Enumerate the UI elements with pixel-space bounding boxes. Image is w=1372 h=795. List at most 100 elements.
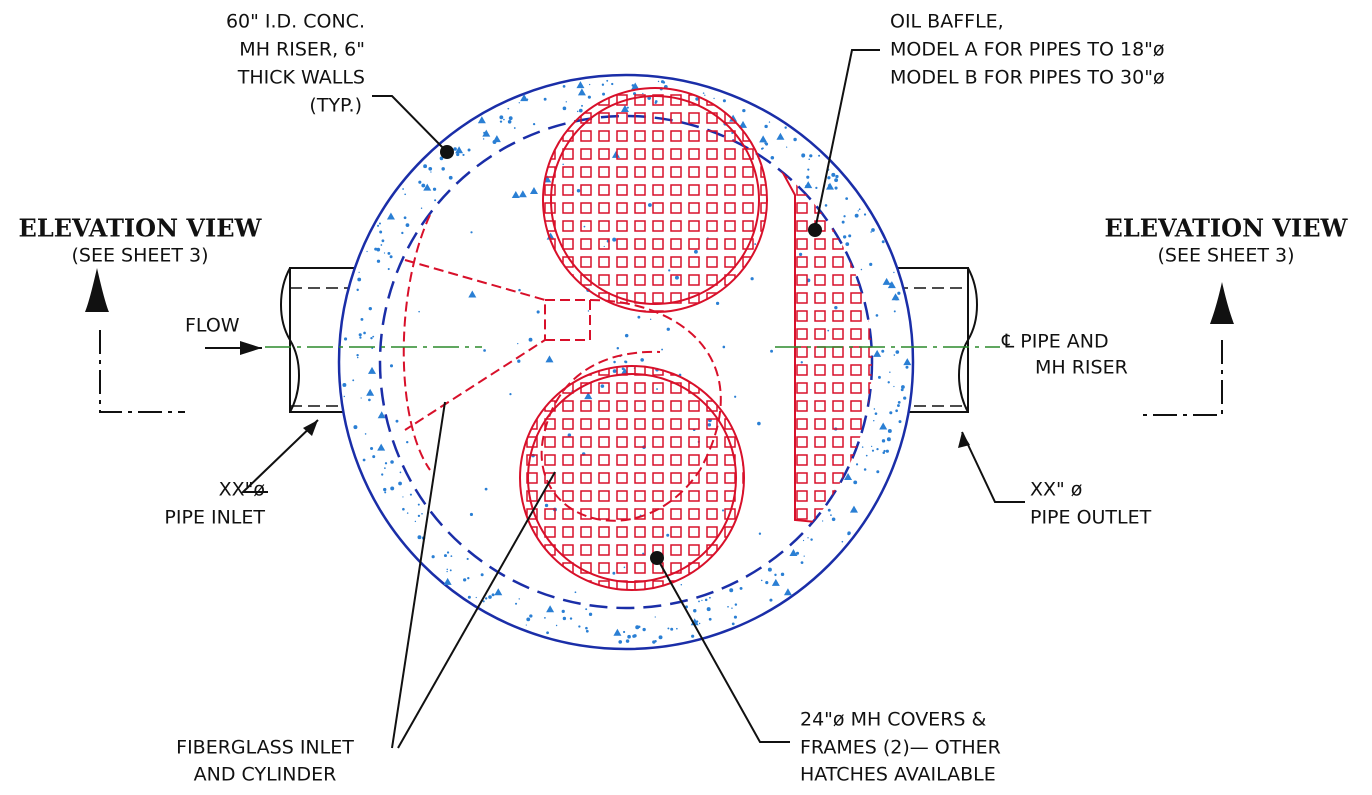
speckle bbox=[470, 231, 473, 234]
label: MODEL A FOR PIPES TO 18"ø bbox=[890, 39, 1165, 61]
speckle bbox=[545, 355, 554, 363]
speckle bbox=[421, 183, 426, 188]
speckle bbox=[770, 155, 775, 160]
speckle bbox=[765, 581, 769, 585]
speckle bbox=[827, 184, 830, 186]
speckle bbox=[532, 122, 536, 126]
speckle bbox=[652, 640, 656, 644]
speckle bbox=[406, 512, 409, 514]
speckle bbox=[854, 213, 859, 218]
speckle bbox=[670, 627, 674, 631]
labels: 60" I.D. CONC. MH RISER, 6" THICK WALLS … bbox=[19, 11, 1349, 786]
speckle bbox=[660, 80, 665, 84]
speckle bbox=[905, 365, 909, 369]
speckle bbox=[729, 588, 734, 593]
speckle bbox=[555, 624, 558, 627]
speckle bbox=[803, 555, 805, 557]
speckle bbox=[378, 222, 381, 225]
speckle bbox=[386, 212, 395, 220]
speckle bbox=[529, 186, 538, 194]
speckle bbox=[477, 116, 486, 124]
speckle bbox=[491, 593, 495, 597]
speckle bbox=[467, 576, 470, 580]
speckle bbox=[381, 239, 385, 243]
speckle bbox=[343, 337, 348, 341]
speckle bbox=[769, 598, 773, 602]
speckle bbox=[768, 121, 771, 123]
speckle bbox=[889, 411, 893, 415]
speckle bbox=[423, 164, 428, 169]
speckle bbox=[727, 605, 729, 608]
speckle bbox=[865, 454, 868, 457]
speckle bbox=[894, 296, 899, 301]
speckle bbox=[370, 337, 373, 340]
speckle bbox=[418, 310, 420, 313]
speckle bbox=[809, 154, 813, 158]
speckle bbox=[893, 310, 896, 313]
speckle bbox=[706, 607, 711, 612]
speckle bbox=[585, 629, 589, 633]
speckle bbox=[897, 404, 900, 407]
speckle bbox=[898, 420, 902, 424]
speckle bbox=[649, 318, 652, 320]
speckle bbox=[875, 314, 879, 317]
speckle bbox=[722, 345, 726, 349]
speckle bbox=[666, 327, 670, 331]
speckle bbox=[642, 627, 646, 632]
speckle bbox=[358, 271, 360, 274]
speckle bbox=[356, 353, 359, 357]
speckle bbox=[698, 600, 700, 603]
fiberglass-inlet bbox=[402, 214, 722, 522]
speckle bbox=[377, 224, 380, 227]
speckle bbox=[734, 603, 738, 606]
speckle bbox=[893, 354, 896, 356]
speckle bbox=[377, 411, 386, 419]
speckle bbox=[441, 167, 445, 171]
speckle bbox=[761, 147, 764, 150]
speckle bbox=[731, 607, 733, 609]
speckle bbox=[511, 191, 520, 199]
speckle bbox=[834, 178, 839, 183]
speckle bbox=[765, 142, 769, 146]
section-arrows bbox=[85, 268, 1234, 416]
speckle bbox=[352, 379, 355, 382]
speckle bbox=[546, 631, 549, 635]
speckle bbox=[623, 630, 626, 634]
speckle bbox=[455, 146, 464, 154]
speckle bbox=[462, 153, 465, 157]
speckle bbox=[449, 569, 452, 572]
speckle bbox=[691, 634, 695, 638]
speckle bbox=[658, 635, 663, 640]
speckle bbox=[739, 586, 743, 590]
speckle bbox=[515, 602, 518, 605]
speckle bbox=[406, 440, 409, 444]
speckle bbox=[863, 468, 867, 471]
label: HATCHES AVAILABLE bbox=[800, 764, 996, 786]
speckle bbox=[372, 455, 376, 459]
speckle bbox=[484, 597, 488, 600]
speckle bbox=[654, 616, 656, 618]
speckle bbox=[483, 349, 486, 352]
speckle bbox=[403, 216, 407, 220]
speckle bbox=[624, 360, 627, 363]
speckle bbox=[518, 102, 520, 104]
speckle bbox=[698, 622, 701, 625]
speckle bbox=[739, 120, 748, 128]
speckle bbox=[750, 277, 754, 281]
label: (SEE SHEET 3) bbox=[1157, 245, 1294, 267]
speckle bbox=[638, 625, 641, 629]
speckle bbox=[518, 288, 521, 292]
speckle bbox=[360, 317, 364, 321]
speckle bbox=[640, 358, 644, 362]
speckle bbox=[434, 199, 437, 202]
speckle bbox=[525, 624, 527, 626]
label: FRAMES (2)— OTHER bbox=[800, 737, 1001, 759]
speckle bbox=[405, 223, 410, 227]
speckle bbox=[873, 408, 876, 410]
speckle bbox=[881, 349, 885, 353]
label: FLOW bbox=[185, 315, 240, 337]
speckle bbox=[402, 496, 404, 498]
speckle bbox=[482, 129, 491, 137]
speckle bbox=[886, 437, 891, 442]
speckle bbox=[456, 152, 460, 157]
